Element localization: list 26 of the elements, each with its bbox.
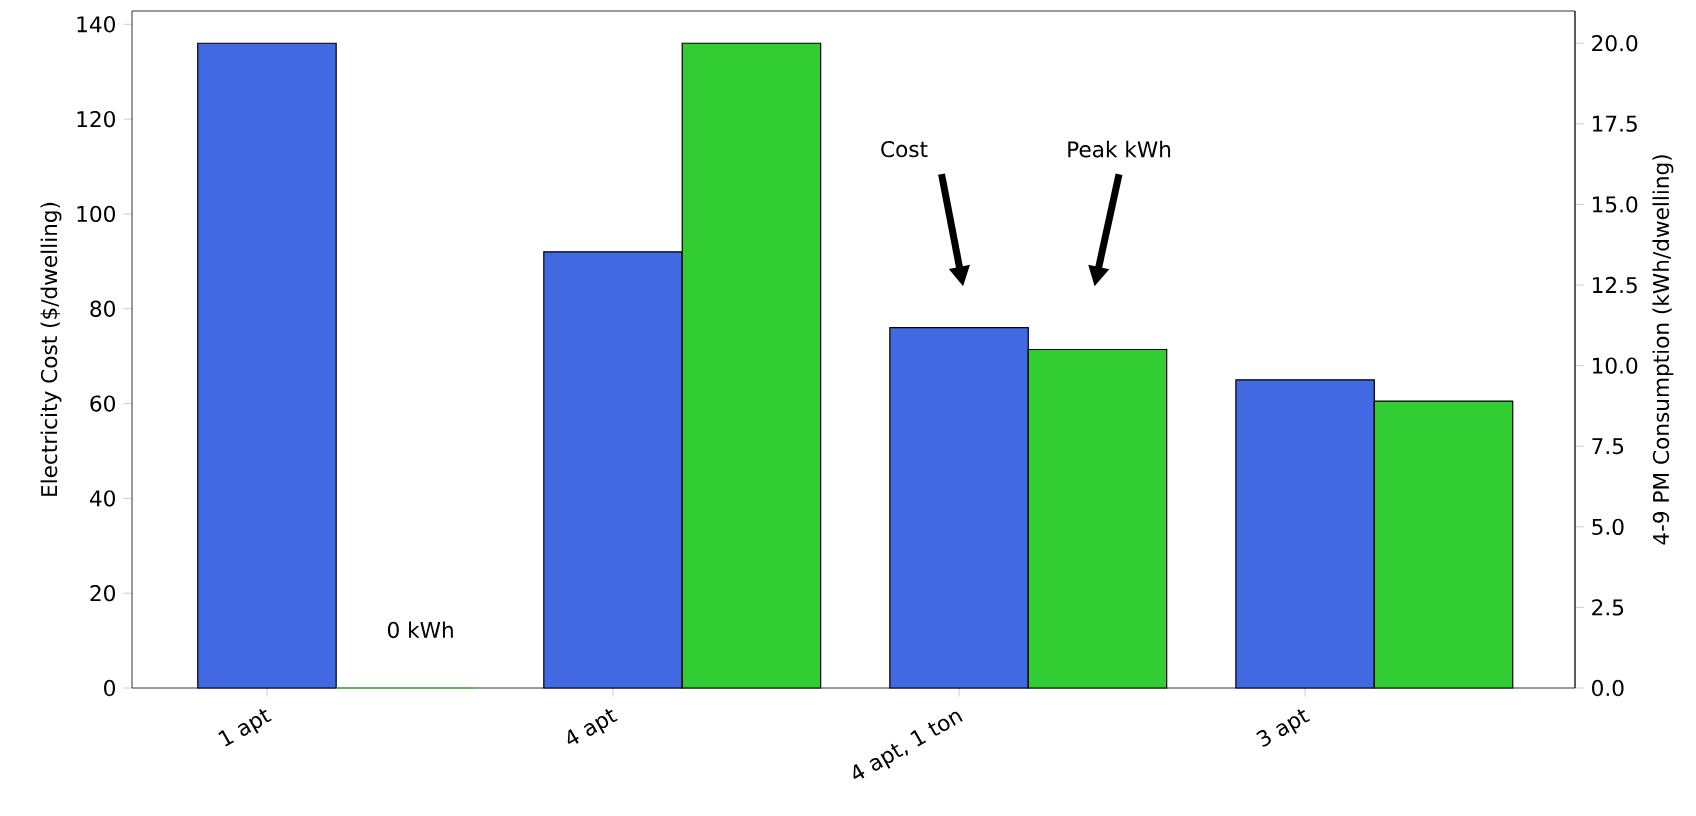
y-tick-label: 40 [89, 490, 115, 507]
x-tick-label: 4 apt [567, 708, 618, 745]
y-tick-label: 0 [104, 679, 115, 697]
y-axis-title: Electricity Cost ($/dwelling) [40, 202, 62, 496]
y2-axis-title: 4-9 PM Consumption (kWh/dwelling) [1652, 155, 1674, 545]
y2-tick-label: 12.5 [1593, 276, 1637, 294]
y-tick-label: 100 [77, 205, 115, 223]
annotation: Cost [881, 140, 928, 158]
y2-tick-label: 15.0 [1593, 196, 1638, 213]
y-tick-label: 60 [90, 395, 115, 412]
x-tick-label: 4 apt, 1 ton [853, 711, 963, 779]
annotation: 0 kWh [387, 621, 453, 639]
y-tick-label: 120 [77, 110, 115, 128]
x-tick-label: 1 apt [218, 708, 272, 747]
y2-tick-label: 7.5 [1592, 438, 1624, 455]
y2-tick-label: 5.0 [1592, 518, 1624, 535]
y2-tick-label: 10.0 [1593, 357, 1638, 374]
y-tick-label: 20 [90, 585, 115, 602]
y2-tick-label: 0.0 [1592, 679, 1624, 697]
y2-tick-label: 20.0 [1592, 35, 1638, 52]
y-tick-label: 140 [77, 16, 115, 33]
x-tick-label: 3 apt [1256, 709, 1311, 747]
y2-tick-label: 2.5 [1592, 599, 1624, 616]
y2-tick-label: 17.5 [1593, 115, 1637, 132]
annotation: Peak kWh [1068, 140, 1171, 158]
y-tick-label: 80 [90, 300, 115, 317]
